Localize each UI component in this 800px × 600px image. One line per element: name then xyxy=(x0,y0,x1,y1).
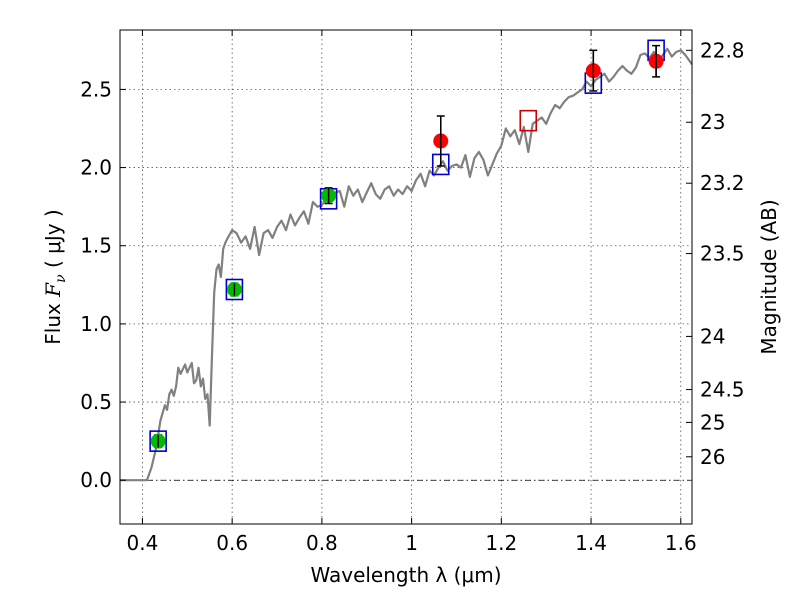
model-spectrum-line xyxy=(120,47,693,482)
model-boxes xyxy=(149,39,665,452)
right-tick-label: 24.5 xyxy=(700,378,745,402)
data-points xyxy=(150,44,664,449)
model-flux-box xyxy=(225,278,244,301)
model-flux-box xyxy=(149,430,167,452)
right-tick-label: 24 xyxy=(700,324,725,348)
x-tick-label: 1.6 xyxy=(665,531,697,555)
y-tick-label: 0.5 xyxy=(80,390,112,414)
right-tick-label: 26 xyxy=(700,445,725,469)
x-tick-label: 1.2 xyxy=(485,531,517,555)
right-tick-label: 23.5 xyxy=(700,242,745,266)
x-tick-label: 1 xyxy=(405,531,418,555)
x-tick-label: 0.4 xyxy=(127,531,159,555)
right-tick-label: 23 xyxy=(700,110,725,134)
x-tick-label: 0.6 xyxy=(216,531,248,555)
right-axis-label: Magnitude (AB) xyxy=(757,199,781,354)
y-axis-label: Flux Fν ( μJy ) xyxy=(41,209,69,344)
right-tick-label: 25 xyxy=(700,410,725,434)
x-tick-label: 1.4 xyxy=(575,531,607,555)
ticks: 0.4 0.6 0.8 1 1.2 1.4 1.6 0.0 0.5 1.0 1.5 2.0 2.5 22.… xyxy=(80,30,745,555)
x-axis-label: Wavelength λ (μm) xyxy=(310,563,501,587)
model-flux-box xyxy=(519,109,538,132)
y-tick-label: 0.0 xyxy=(80,468,112,492)
x-tick-label: 0.8 xyxy=(306,531,338,555)
model-spectrum xyxy=(120,47,693,482)
y-tick-label: 2.0 xyxy=(80,156,112,180)
y-tick-label: 2.5 xyxy=(80,77,112,101)
y-tick-label: 1.0 xyxy=(80,312,112,336)
plot-frame xyxy=(119,29,693,525)
grid xyxy=(120,30,692,524)
y-tick-label: 1.5 xyxy=(80,234,112,258)
right-tick-label: 23.2 xyxy=(700,171,745,195)
right-tick-label: 22.8 xyxy=(700,38,745,62)
